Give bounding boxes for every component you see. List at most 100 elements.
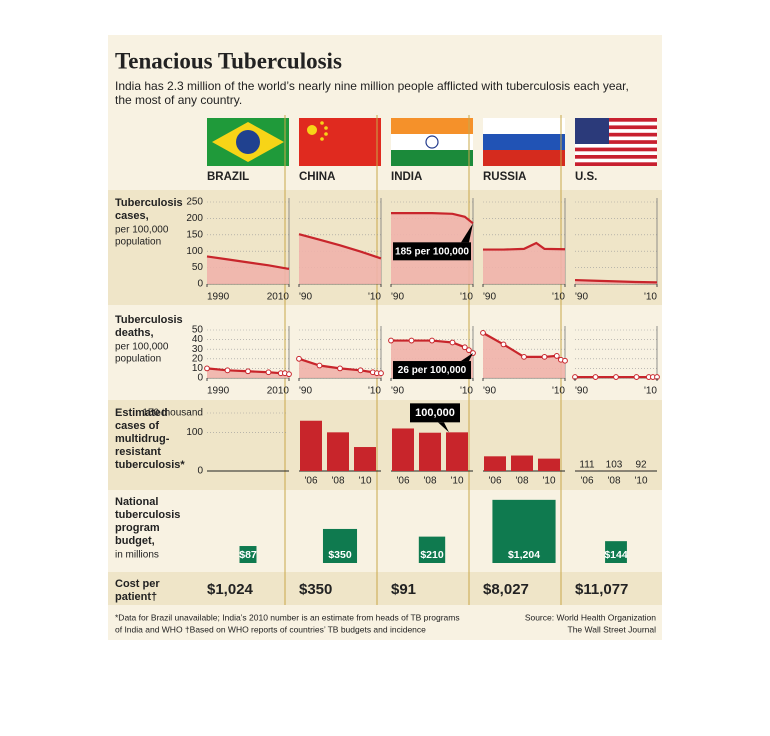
- value-label: $1,204: [508, 549, 540, 561]
- band: [108, 572, 662, 605]
- row-label: Tuberculosis: [115, 197, 183, 209]
- row-label: resistant: [115, 446, 161, 458]
- flags: [207, 118, 657, 166]
- marker: [357, 367, 364, 374]
- subtitle: the most of any country.: [115, 93, 242, 107]
- bar: [300, 420, 322, 471]
- y-tick-label: 20: [192, 353, 204, 364]
- x-tick-label: '06: [580, 476, 593, 487]
- x-tick-label: '10: [634, 476, 647, 487]
- bar: [446, 432, 468, 471]
- x-tick-label: '06: [396, 476, 409, 487]
- x-tick-label: '10: [450, 476, 463, 487]
- country-name: RUSSIA: [483, 171, 526, 183]
- x-tick-label: '10: [358, 476, 371, 487]
- x-tick-label: '10: [552, 386, 565, 397]
- x-tick-label: '08: [515, 476, 528, 487]
- marker: [461, 344, 468, 351]
- x-tick-label: '90: [391, 292, 404, 303]
- bar: [419, 432, 441, 471]
- marker: [466, 347, 472, 354]
- x-tick-label: '90: [299, 292, 312, 303]
- marker: [562, 357, 568, 364]
- x-tick-label: 1990: [207, 292, 230, 303]
- line: [298, 233, 382, 260]
- cost-value: $350: [299, 581, 332, 598]
- row-label: Estimated: [115, 407, 168, 419]
- marker: [429, 337, 435, 344]
- marker: [633, 374, 640, 380]
- marker: [286, 371, 292, 378]
- row-label: National: [115, 496, 158, 508]
- x-tick-label: '06: [488, 476, 501, 487]
- x-tick-label: '08: [331, 476, 344, 487]
- row-label: tuberculosis*: [115, 459, 185, 471]
- x-tick-label: '08: [423, 476, 436, 487]
- subtitle: India has 2.3 million of the world’s nea…: [115, 79, 629, 93]
- marker: [553, 353, 560, 359]
- area: [483, 332, 565, 378]
- row-label: cases of: [115, 420, 159, 432]
- flag-russia: [483, 118, 565, 166]
- budget-square: [322, 528, 358, 563]
- bar: [484, 456, 506, 471]
- flag-china: [299, 118, 381, 166]
- value-label: 103: [606, 460, 623, 471]
- country-name: U.S.: [575, 171, 597, 183]
- budget-square: [492, 499, 556, 563]
- cost-value: $11,077: [575, 581, 628, 598]
- annotation: 26 per 100,000: [398, 365, 467, 376]
- source: The Wall Street Journal: [568, 624, 657, 634]
- value-label: $210: [420, 549, 444, 561]
- marker: [378, 370, 384, 377]
- marker: [449, 339, 456, 346]
- budget-square: [418, 536, 446, 563]
- line: [206, 255, 290, 270]
- y-tick-label: 200: [186, 213, 203, 224]
- value-label: 92: [635, 460, 647, 471]
- source: Source: World Health Organization: [525, 612, 656, 622]
- marker: [388, 337, 394, 344]
- x-tick-label: 2010: [267, 292, 290, 303]
- marker: [337, 365, 343, 372]
- row-label: patient†: [115, 591, 157, 603]
- annotation-box: [393, 242, 471, 261]
- x-tick-label: '10: [644, 292, 657, 303]
- x-tick-label: '06: [304, 476, 317, 487]
- row-label: multidrug-: [115, 433, 170, 445]
- row-sublabel: per 100,000: [115, 225, 169, 236]
- value-label: 111: [579, 460, 595, 471]
- x-tick-label: '90: [391, 386, 404, 397]
- row-label: Tuberculosis: [115, 314, 183, 326]
- x-tick-label: '10: [368, 292, 381, 303]
- y-tick-label: 0: [197, 373, 203, 384]
- marker: [296, 355, 302, 362]
- annotation-box: [410, 403, 460, 423]
- panel: [108, 35, 662, 640]
- x-tick-label: 1990: [207, 386, 230, 397]
- marker: [500, 341, 507, 348]
- row-label: deaths,: [115, 327, 154, 339]
- footnote: *Data for Brazil unavailable; India’s 20…: [115, 612, 460, 622]
- marker: [541, 353, 548, 360]
- marker: [245, 368, 251, 375]
- row-label: budget,: [115, 535, 155, 547]
- y-tick-label: 30: [192, 344, 204, 355]
- band: [108, 190, 662, 305]
- cost-value: $1,024: [207, 581, 254, 598]
- annotation: 185 per 100,000: [395, 246, 469, 257]
- footnote: of India and WHO †Based on WHO reports o…: [115, 624, 426, 634]
- y-tick-label: 100: [186, 427, 203, 438]
- country-name: CHINA: [299, 171, 335, 183]
- x-tick-label: '90: [575, 292, 588, 303]
- marker: [265, 369, 272, 376]
- x-tick-label: '10: [460, 292, 473, 303]
- x-tick-label: '10: [368, 386, 381, 397]
- flag-india: [391, 118, 473, 166]
- annotation-pointer: [461, 353, 473, 362]
- x-tick-label: '08: [607, 476, 620, 487]
- bar: [354, 447, 376, 471]
- y-tick-label: 50: [192, 325, 204, 336]
- x-tick-label: 2010: [267, 386, 290, 397]
